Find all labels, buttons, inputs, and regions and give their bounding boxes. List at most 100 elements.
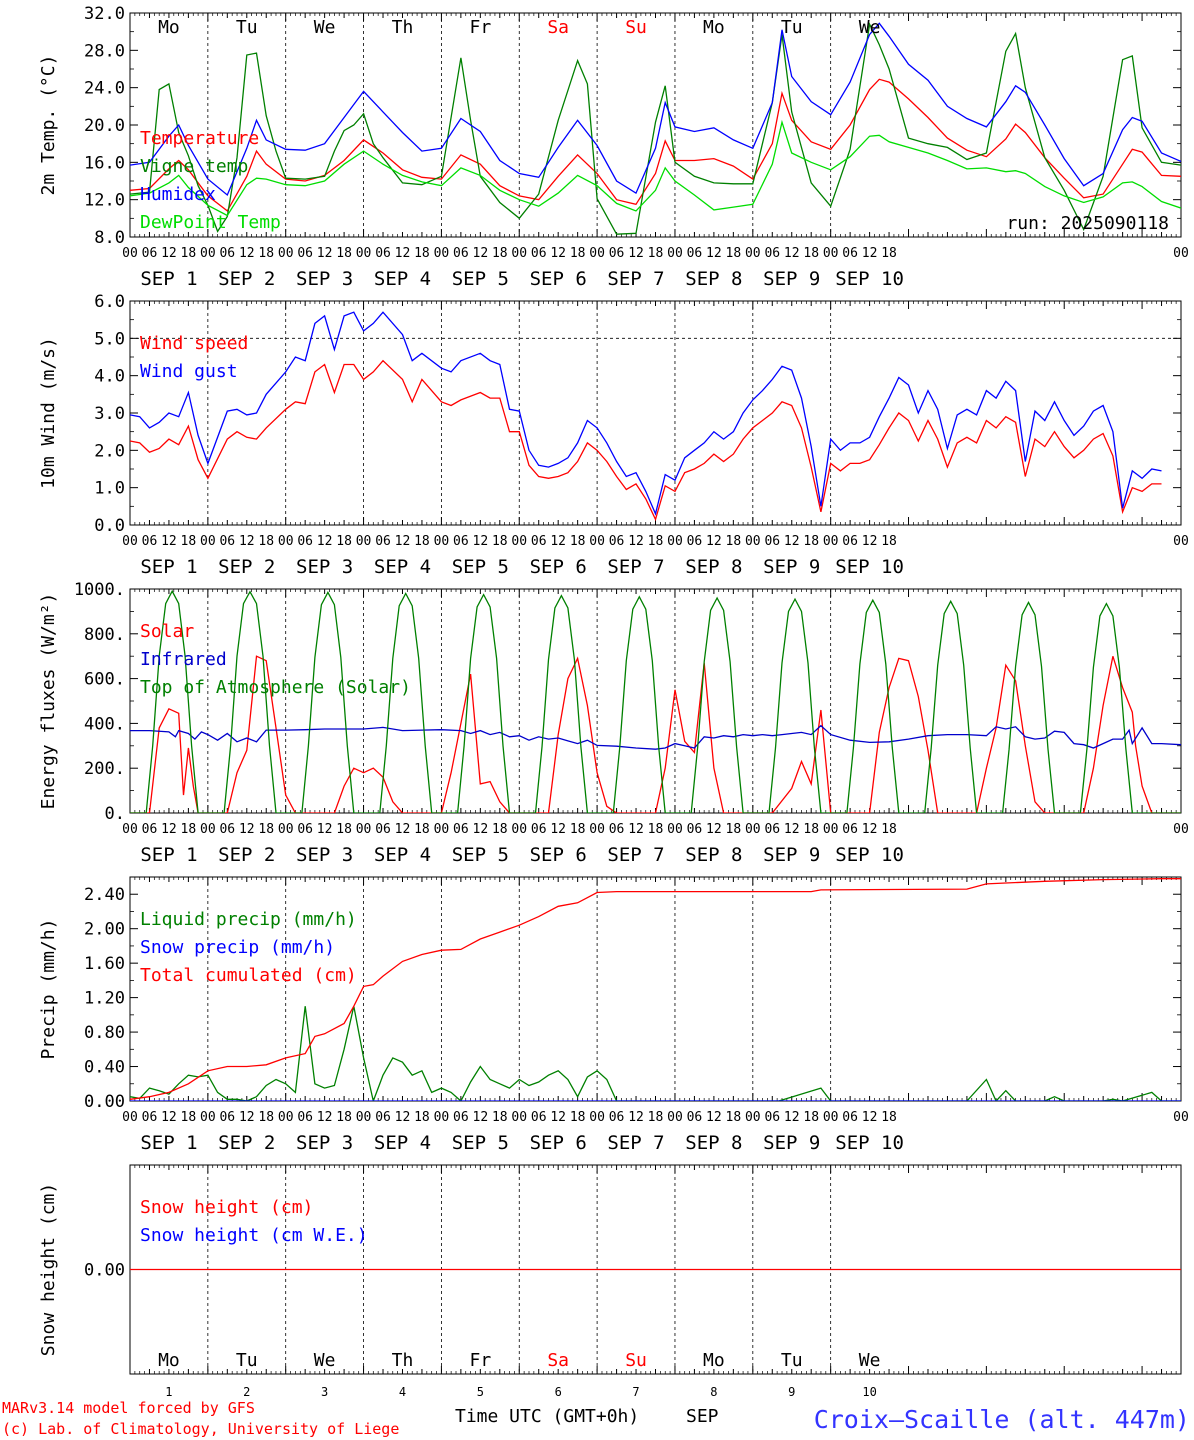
hour-tick-label: 12 [395, 1110, 411, 1125]
date-label: SEP 10 [835, 556, 904, 578]
hour-tick-label: 18 [492, 822, 508, 837]
day-label-tu: Tu [781, 17, 803, 38]
hour-tick-label: 18 [803, 534, 819, 549]
hour-tick-label: 06 [764, 246, 780, 261]
day-number-label: 2 [243, 1385, 250, 1399]
hour-tick-label: 18 [258, 534, 274, 549]
hour-tick-label: 06 [297, 534, 313, 549]
hour-tick-label: 18 [648, 534, 664, 549]
hour-tick-label: 12 [862, 534, 878, 549]
footer-credit-line: (c) Lab. of Climatology, University of L… [2, 1420, 399, 1438]
legend-entry: Temperature [140, 128, 259, 149]
legend-entry: Snow height (cm W.E.) [140, 1225, 368, 1246]
hour-tick-label: 18 [492, 1110, 508, 1125]
hour-tick-label: 18 [881, 534, 897, 549]
y-tick-label: 3.0 [94, 404, 125, 424]
hour-tick-label: 00 [278, 534, 294, 549]
y-tick-label: 32.0 [84, 4, 125, 24]
hour-tick-label: 00 [511, 1110, 527, 1125]
footer-model-line: MARv3.14 model forced by GFS [2, 1399, 255, 1417]
date-label: SEP 8 [685, 844, 742, 866]
date-label: SEP 3 [296, 556, 353, 578]
hour-tick-label: 06 [764, 534, 780, 549]
hour-tick-label: 18 [492, 534, 508, 549]
hour-tick-label: 12 [706, 1110, 722, 1125]
series-line-3 [130, 589, 1181, 813]
date-label: SEP 4 [374, 844, 431, 866]
hour-tick-label: 06 [219, 822, 235, 837]
hour-tick-label: 12 [473, 822, 489, 837]
day-label-fr: Fr [469, 1350, 491, 1371]
date-label: SEP 5 [452, 556, 509, 578]
date-label: SEP 1 [140, 844, 197, 866]
hour-tick-label: 00 [200, 534, 216, 549]
y-tick-label: 28.0 [84, 41, 125, 61]
hour-tick-label: 06 [531, 1110, 547, 1125]
hour-tick-label: 06 [375, 246, 391, 261]
date-label: SEP 3 [296, 268, 353, 290]
hour-tick-label: 06 [375, 822, 391, 837]
y-tick-label: 20.0 [84, 116, 125, 136]
date-label: SEP 7 [607, 1132, 664, 1154]
day-label-su: Su [625, 17, 647, 38]
day-number-label: 5 [477, 1385, 484, 1399]
hour-tick-label: 00 [122, 822, 138, 837]
hour-tick-label: 00 [745, 1110, 761, 1125]
y-tick-label: 0.00 [84, 1261, 125, 1281]
hour-tick-label: 06 [297, 822, 313, 837]
date-label: SEP 6 [530, 844, 587, 866]
y-tick-label: 1.20 [84, 989, 125, 1009]
hour-tick-label: 00 [667, 822, 683, 837]
hour-tick-label: 12 [395, 822, 411, 837]
hour-tick-label: 06 [531, 822, 547, 837]
date-label: SEP 1 [140, 268, 197, 290]
hour-tick-label: 18 [881, 246, 897, 261]
hour-tick-label: 06 [842, 1110, 858, 1125]
date-label: SEP 5 [452, 268, 509, 290]
hour-tick-label: 06 [531, 246, 547, 261]
run-annotation: run: 2025090118 [1006, 213, 1169, 234]
hour-tick-label: 12 [239, 246, 255, 261]
date-label: SEP 10 [835, 1132, 904, 1154]
day-number-label: 3 [321, 1385, 328, 1399]
hour-tick-label: 06 [453, 534, 469, 549]
day-label-we: We [314, 17, 336, 38]
hour-tick-label: 00 [823, 1110, 839, 1125]
y-tick-label: 0.80 [84, 1023, 125, 1043]
series-line-4 [130, 119, 1181, 217]
hour-tick-label: 00 [511, 534, 527, 549]
legend-entry: Vigne temp [140, 156, 248, 177]
legend-entry: Snow height (cm) [140, 1197, 313, 1218]
hour-tick-label: 00 [1173, 246, 1189, 261]
hour-tick-label: 12 [628, 246, 644, 261]
hour-tick-label: 06 [375, 534, 391, 549]
hour-tick-label: 06 [142, 1110, 158, 1125]
y-tick-label: 0.40 [84, 1058, 125, 1078]
panel-4: 0.00 0.40 0.80 1.20 1.60 2.00 2.40 Precip (mm/h… [38, 876, 1189, 1154]
legend-entry: Snow precip (mm/h) [140, 937, 335, 958]
hour-tick-label: 00 [356, 534, 372, 549]
y-tick-label: 800. [84, 625, 125, 645]
hour-tick-label: 18 [570, 246, 586, 261]
hour-tick-label: 18 [881, 822, 897, 837]
hour-tick-label: 00 [200, 822, 216, 837]
hour-tick-label: 12 [784, 534, 800, 549]
date-label: SEP 5 [452, 1132, 509, 1154]
date-label: SEP 9 [763, 844, 820, 866]
y-tick-label: 1.0 [94, 479, 125, 499]
series-line-1 [130, 655, 1181, 813]
y-axis-label: 10m Wind (m/s) [38, 337, 59, 489]
date-label: SEP 7 [607, 844, 664, 866]
hour-tick-label: 06 [687, 534, 703, 549]
y-tick-label: 2.00 [84, 920, 125, 940]
y-tick-label: 6.0 [94, 292, 125, 312]
hour-tick-label: 18 [181, 822, 197, 837]
hour-tick-label: 00 [200, 246, 216, 261]
date-label: SEP 5 [452, 844, 509, 866]
hour-tick-label: 18 [414, 822, 430, 837]
hour-tick-label: 12 [317, 534, 333, 549]
hour-tick-label: 00 [823, 534, 839, 549]
hour-tick-label: 00 [356, 246, 372, 261]
hour-tick-label: 12 [628, 534, 644, 549]
hour-tick-label: 18 [570, 822, 586, 837]
